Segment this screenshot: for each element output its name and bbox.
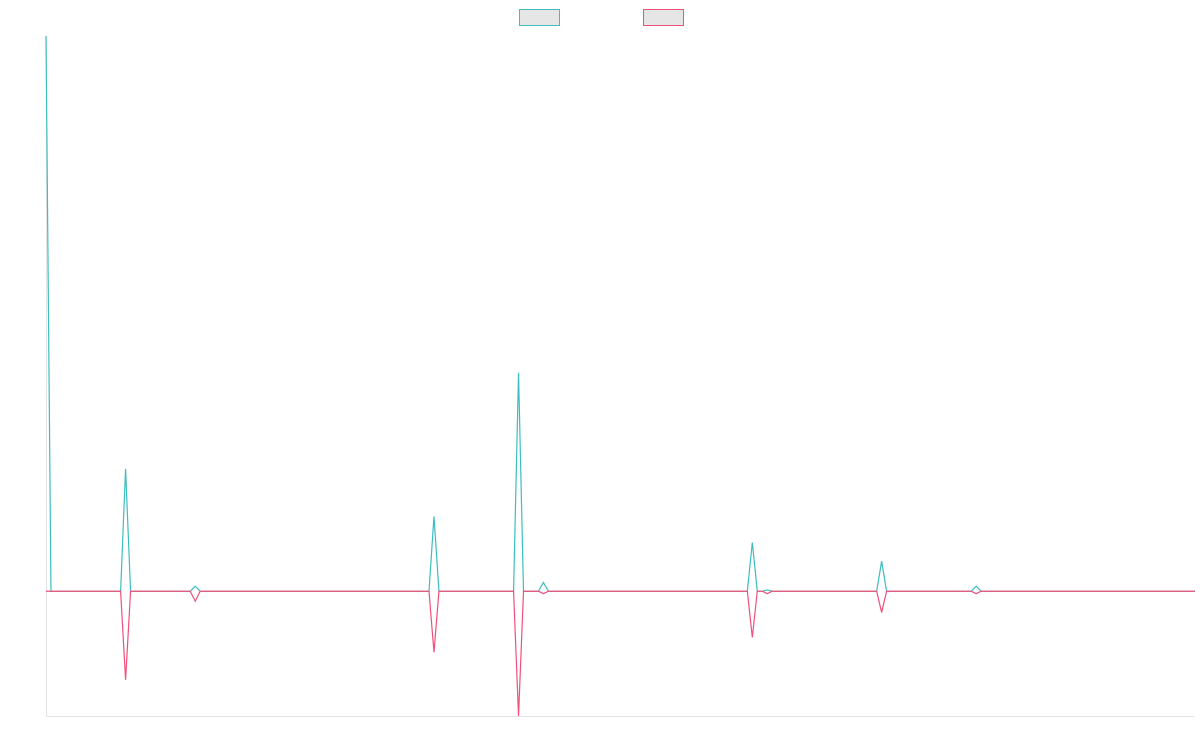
legend-swatch-2 [643, 9, 684, 26]
series-layer [45, 35, 1195, 717]
legend [519, 9, 684, 26]
series-line-1 [45, 35, 1195, 592]
series-line-2 [46, 590, 1195, 717]
legend-swatch-1 [519, 9, 560, 26]
axes [46, 36, 1195, 717]
